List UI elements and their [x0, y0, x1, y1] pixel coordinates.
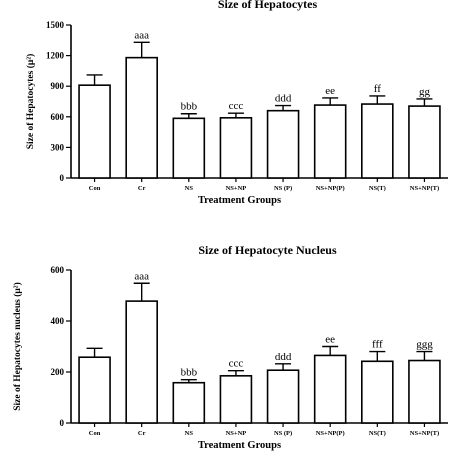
significance-label: ccc [229, 100, 244, 112]
significance-label: ff [374, 83, 381, 95]
y-tick-label: 0 [60, 173, 65, 183]
x-tick-label: Cr [138, 430, 146, 437]
x-tick-label: Con [89, 185, 101, 192]
bar [78, 84, 111, 179]
x-axis-label: Treatment Groups [198, 440, 281, 451]
significance-label: ddd [275, 93, 292, 105]
significance-label: ccc [229, 358, 244, 370]
x-tick-label: NS [185, 430, 194, 437]
significance-label: ee [325, 85, 335, 97]
x-tick-label: NS (P) [274, 430, 292, 437]
bar [313, 354, 347, 424]
significance-label: fff [372, 339, 383, 351]
y-tick-label: 900 [51, 81, 65, 91]
y-axis-label: Size of Hepatocytes (μ²) [25, 54, 36, 150]
significance-label: bbb [181, 367, 198, 379]
x-tick-label: Cr [138, 185, 146, 192]
y-axis-label: Size of Hepatocytes nucleus (μ²) [12, 282, 23, 411]
bar [408, 105, 441, 179]
x-tick-label: NS+NP [226, 430, 247, 437]
x-tick-label: NS(T) [369, 185, 386, 192]
significance-label: ee [325, 334, 335, 346]
bar [266, 109, 300, 179]
bar [408, 359, 441, 424]
bar [219, 375, 253, 424]
y-tick-label: 400 [51, 316, 65, 326]
x-axis-label: Treatment Groups [198, 195, 281, 206]
x-tick-label: NS(T) [369, 430, 386, 437]
x-tick-label: NS+NP [226, 185, 247, 192]
bar [172, 117, 206, 179]
x-tick-label: NS [185, 185, 194, 192]
bar [172, 381, 206, 424]
x-tick-label: NS+NP(T) [410, 430, 439, 437]
significance-label: aaa [134, 270, 149, 282]
bar [313, 104, 347, 179]
significance-label: aaa [134, 29, 149, 41]
chart-title: Size of Hepatocytes [218, 0, 318, 11]
chart-title: Size of Hepatocyte Nucleus [198, 243, 337, 257]
y-tick-label: 1200 [46, 51, 65, 61]
significance-label: gg [419, 86, 431, 98]
x-tick-label: NS+NP(T) [410, 185, 439, 192]
bar [266, 369, 300, 424]
bar [125, 56, 158, 179]
nucleus-size-chart: Size of Hepatocyte Nucleus 0 200 400 600 Size… [12, 243, 448, 451]
y-tick-label: 300 [51, 142, 65, 152]
bar [361, 103, 394, 179]
significance-label: bbb [181, 101, 198, 113]
x-tick-label: NS+NP(P) [316, 185, 345, 192]
significance-label: ggg [416, 339, 433, 351]
x-tick-label: NS (P) [274, 185, 292, 192]
bar [78, 356, 111, 424]
bar [219, 117, 253, 179]
y-tick-label: 200 [51, 367, 65, 377]
significance-label: ddd [275, 351, 292, 363]
x-tick-label: NS+NP(P) [316, 430, 345, 437]
y-tick-label: 600 [51, 112, 65, 122]
hepatocyte-size-chart: Size of Hepatocytes 0 300 600 900 1200 1500 Siz… [25, 0, 448, 206]
bar [125, 300, 158, 424]
y-tick-label: 1500 [46, 20, 65, 30]
x-tick-label: Con [89, 430, 101, 437]
bar [361, 360, 394, 424]
y-tick-label: 0 [60, 418, 65, 428]
y-tick-label: 600 [51, 265, 65, 275]
